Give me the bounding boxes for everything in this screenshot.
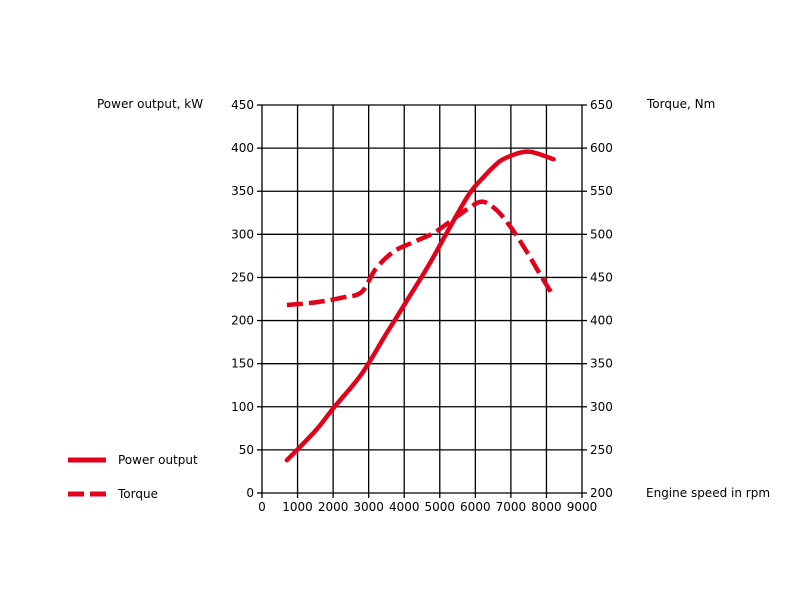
- x-tick-label-6: 6000: [460, 500, 491, 514]
- left-tick-label-5: 250: [231, 270, 254, 284]
- grid: [261, 104, 583, 494]
- right-tick-label-0: 200: [590, 486, 613, 500]
- x-tick-label-7: 7000: [496, 500, 527, 514]
- left-tick-label-7: 350: [231, 184, 254, 198]
- right-tick-label-6: 500: [590, 227, 613, 241]
- x-tick-label-4: 4000: [389, 500, 420, 514]
- x-tick-labels: 0 1000 2000 3000 4000 5000 6000 7000 8000 9000: [258, 493, 597, 514]
- series-line-torque: [286, 199, 556, 308]
- x-tick-label-1: 1000: [282, 500, 313, 514]
- x-tick-label-3: 3000: [353, 500, 384, 514]
- left-tick-label-8: 400: [231, 141, 254, 155]
- left-tick-label-6: 300: [231, 227, 254, 241]
- x-tick-label-2: 2000: [318, 500, 349, 514]
- right-tick-label-9: 650: [590, 98, 613, 112]
- right-tick-labels: 200 250 300 350 400 450 500 550 600 650: [582, 98, 613, 500]
- right-tick-label-4: 400: [590, 314, 613, 328]
- left-tick-label-3: 150: [231, 357, 254, 371]
- right-tick-label-7: 550: [590, 184, 613, 198]
- right-tick-label-2: 300: [590, 400, 613, 414]
- left-tick-labels: 0 50 100 150 200 250 300 350 400 450: [231, 98, 262, 500]
- legend-torque-label: Torque: [117, 487, 158, 501]
- series-layer: [284, 149, 556, 463]
- right-tick-label-1: 250: [590, 443, 613, 457]
- x-tick-label-5: 5000: [425, 500, 456, 514]
- x-tick-label-9: 9000: [567, 500, 598, 514]
- left-tick-label-4: 200: [231, 314, 254, 328]
- right-tick-label-3: 350: [590, 357, 613, 371]
- right-axis-label: Torque, Nm: [646, 97, 715, 111]
- left-tick-label-9: 450: [231, 98, 254, 112]
- right-tick-label-8: 600: [590, 141, 613, 155]
- left-tick-label-1: 50: [239, 443, 254, 457]
- left-tick-label-0: 0: [246, 486, 254, 500]
- right-tick-label-5: 450: [590, 270, 613, 284]
- left-axis-label: Power output, kW: [97, 97, 203, 111]
- series-line-power-output: [284, 149, 556, 463]
- left-tick-label-2: 100: [231, 400, 254, 414]
- legend-power-output-label: Power output: [118, 453, 198, 467]
- x-tick-label-8: 8000: [531, 500, 562, 514]
- x-tick-label-0: 0: [258, 500, 266, 514]
- x-axis-label: Engine speed in rpm: [646, 486, 770, 500]
- legend: Power output Torque: [68, 453, 198, 501]
